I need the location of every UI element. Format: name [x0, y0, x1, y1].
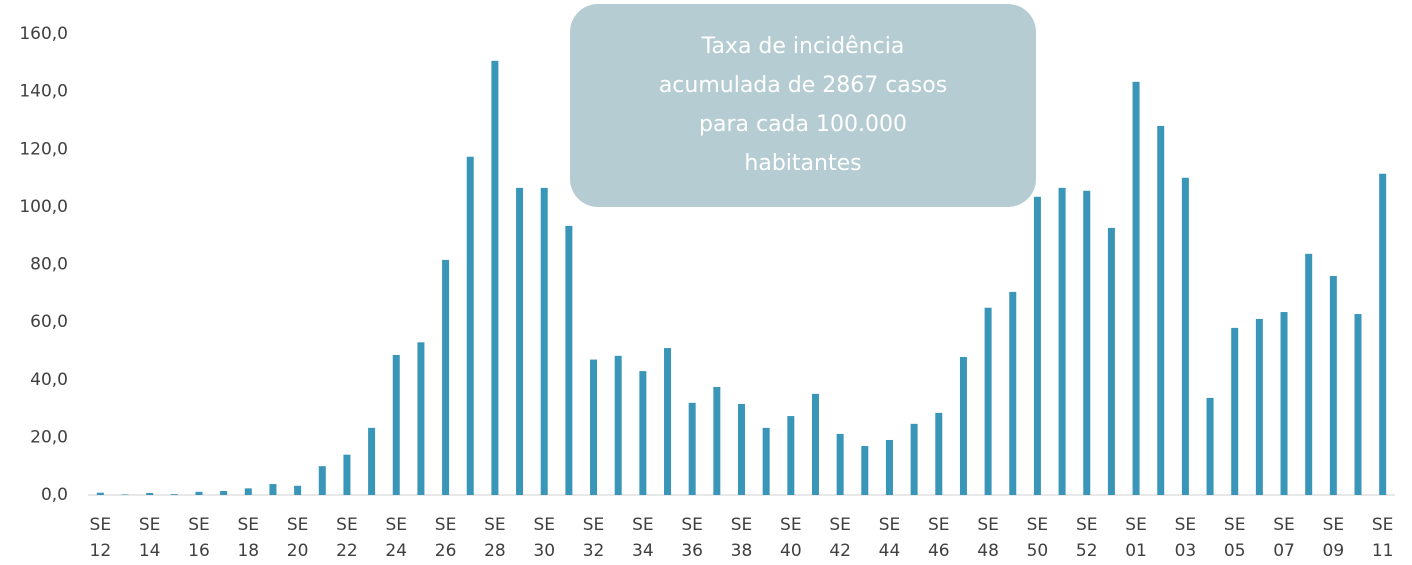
bar — [762, 427, 770, 495]
bar — [565, 225, 573, 496]
x-tick-label: SE 48 — [977, 515, 999, 561]
y-tick-label: 80,0 — [30, 255, 68, 275]
x-tick-label: SE 32 — [583, 515, 605, 561]
bar — [1280, 312, 1288, 495]
y-tick-label: 160,0 — [19, 24, 68, 44]
bar — [195, 491, 203, 495]
bar — [1354, 314, 1362, 495]
bar — [516, 187, 524, 495]
bar — [121, 494, 129, 495]
x-tick-label: SE 44 — [879, 515, 901, 561]
x-tick-label: SE 12 — [90, 515, 112, 561]
y-tick-label: 20,0 — [30, 427, 68, 447]
x-tick-label: SE 50 — [1027, 515, 1049, 561]
bar — [861, 446, 869, 495]
x-tick-label: SE 01 — [1125, 515, 1147, 561]
x-tick-label: SE 52 — [1076, 515, 1098, 561]
bar — [1206, 397, 1214, 495]
y-tick-label: 40,0 — [30, 370, 68, 390]
y-tick-label: 0,0 — [41, 485, 68, 505]
annotation-box — [570, 4, 1036, 207]
x-tick-label: SE 18 — [237, 515, 259, 561]
bar — [442, 259, 450, 495]
bar — [885, 439, 893, 495]
x-tick-label: SE 16 — [188, 515, 210, 561]
bar — [1058, 187, 1066, 495]
bar — [1132, 81, 1140, 496]
bar — [343, 454, 351, 495]
bar — [1083, 190, 1091, 496]
bar — [836, 433, 844, 495]
x-tick-label: SE 07 — [1273, 515, 1295, 561]
bar — [318, 466, 326, 495]
x-tick-label: SE 30 — [533, 515, 555, 561]
bar — [738, 403, 745, 495]
bar — [984, 307, 992, 495]
bar — [935, 412, 943, 495]
annotation-text: acumulada de 2867 casos — [659, 73, 947, 98]
bar — [664, 348, 672, 495]
annotation-text: Taxa de incidência — [701, 34, 905, 59]
bar — [170, 494, 178, 495]
bar — [910, 423, 918, 495]
bar — [713, 386, 721, 495]
bar — [540, 187, 548, 495]
bar — [811, 393, 819, 495]
bar — [1157, 125, 1165, 496]
bar — [959, 356, 967, 495]
x-tick-label: SE 24 — [385, 515, 407, 561]
bar — [368, 427, 376, 495]
bar — [639, 371, 647, 495]
bar — [244, 488, 252, 495]
y-tick-label: 140,0 — [19, 82, 68, 102]
x-tick-label: SE 34 — [632, 515, 654, 561]
y-tick-label: 100,0 — [19, 197, 68, 217]
bar — [787, 416, 795, 495]
x-tick-label: SE 22 — [336, 515, 358, 561]
bar — [269, 484, 277, 495]
bar — [1033, 196, 1041, 495]
x-tick-label: SE 28 — [484, 515, 506, 561]
x-tick-label: SE 11 — [1372, 515, 1394, 561]
x-tick-label: SE 26 — [435, 515, 457, 561]
bar — [688, 402, 696, 495]
bar — [466, 156, 474, 495]
annotation-text: para cada 100.000 — [699, 112, 907, 137]
bar — [294, 485, 302, 495]
x-tick-label: SE 14 — [139, 515, 161, 561]
x-tick-label: SE 38 — [731, 515, 753, 561]
bar — [417, 342, 425, 495]
bar — [392, 354, 400, 495]
bar — [1107, 227, 1115, 495]
bar — [220, 490, 228, 495]
bar — [1305, 253, 1313, 495]
y-tick-label: 60,0 — [30, 312, 68, 332]
bar — [491, 60, 499, 495]
x-tick-label: SE 36 — [681, 515, 703, 561]
bar — [590, 359, 598, 495]
bar — [146, 492, 154, 495]
bar — [1255, 318, 1263, 495]
x-tick-label: SE 20 — [287, 515, 309, 561]
x-tick-label: SE 42 — [829, 515, 851, 561]
x-tick-label: SE 05 — [1224, 515, 1246, 561]
y-tick-label: 120,0 — [19, 139, 68, 159]
x-tick-label: SE 46 — [928, 515, 950, 561]
x-tick-label: SE 09 — [1323, 515, 1345, 561]
x-tick-label: SE 03 — [1175, 515, 1197, 561]
bar — [614, 355, 622, 495]
x-tick-label: SE 40 — [780, 515, 802, 561]
bar — [1009, 291, 1017, 495]
bar — [96, 492, 104, 495]
bar — [1231, 327, 1239, 495]
annotation-text: habitantes — [744, 151, 861, 176]
bar — [1379, 173, 1387, 495]
bar — [1181, 177, 1189, 496]
bar — [1329, 276, 1337, 495]
